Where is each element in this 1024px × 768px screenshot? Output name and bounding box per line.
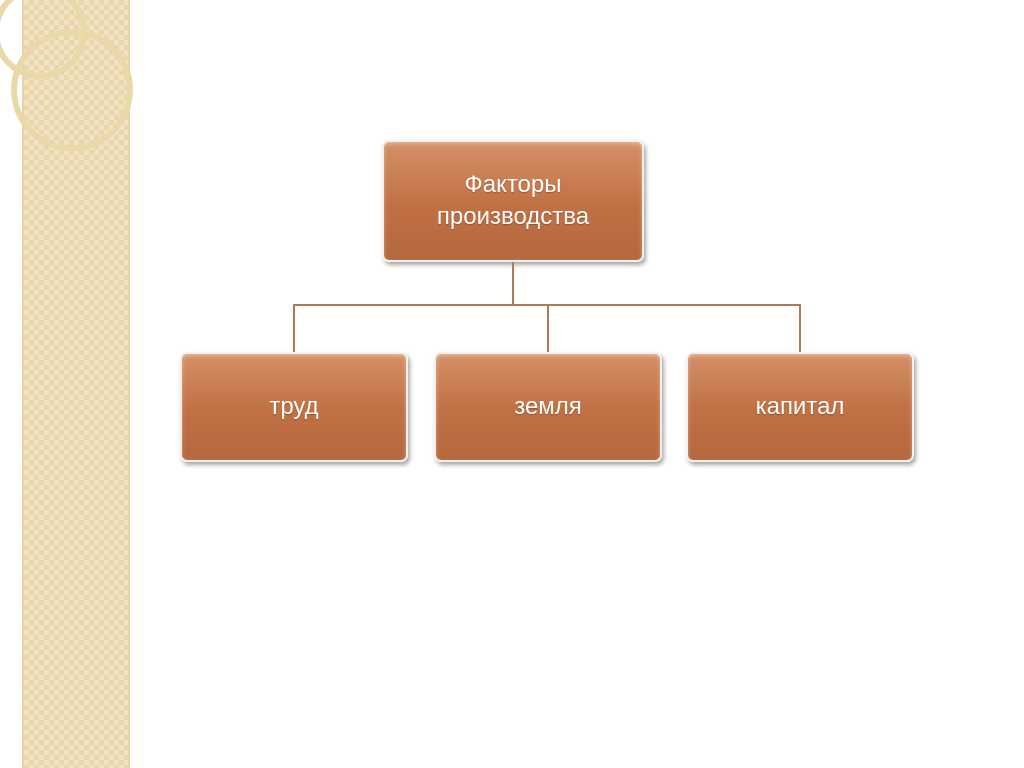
slide: Факторы производства труд земля капитал [0, 0, 1024, 768]
child-node-2: капитал [686, 352, 914, 462]
connector [512, 262, 514, 304]
child-label-1: земля [514, 391, 582, 423]
child-label-2: капитал [756, 391, 845, 423]
root-label-line1: Факторы [437, 169, 589, 201]
connector [547, 304, 549, 352]
root-node: Факторы производства [382, 140, 644, 262]
root-label-line2: производства [437, 201, 589, 233]
decorative-left-band [22, 0, 130, 768]
child-node-1: земля [434, 352, 662, 462]
child-node-0: труд [180, 352, 408, 462]
connector [293, 304, 295, 352]
child-label-0: труд [269, 391, 318, 423]
connector [799, 304, 801, 352]
